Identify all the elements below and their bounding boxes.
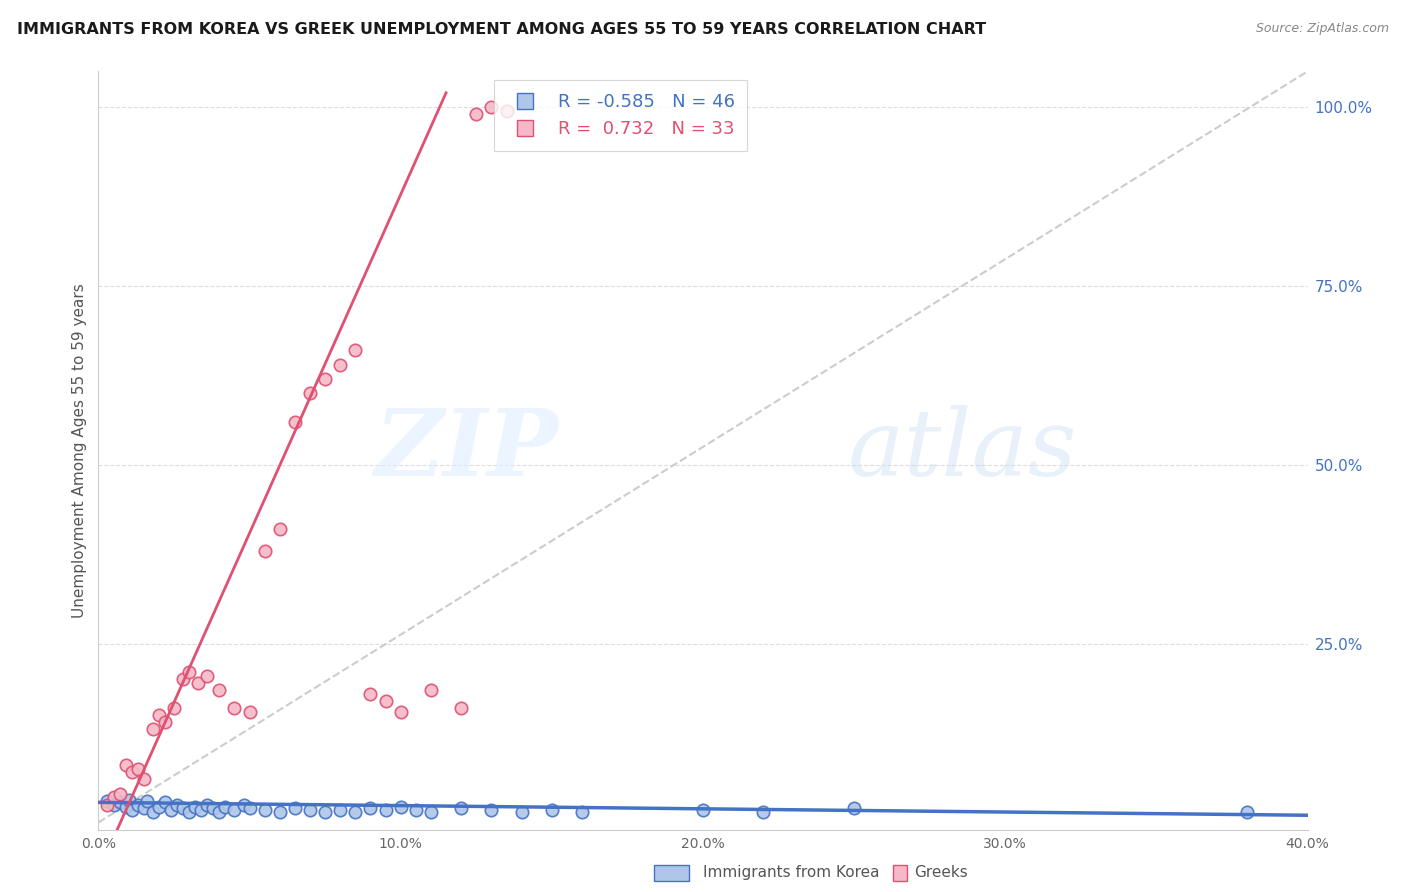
Point	[208, 683, 231, 698]
Point	[214, 799, 236, 814]
Point	[253, 803, 276, 817]
Point	[239, 801, 262, 815]
Point	[269, 805, 291, 819]
Point	[224, 803, 246, 817]
Point	[127, 797, 149, 812]
Point	[1236, 805, 1258, 819]
Point	[329, 358, 352, 372]
Point	[344, 343, 367, 358]
Text: Greeks: Greeks	[914, 865, 967, 880]
Point	[103, 797, 125, 812]
Point	[108, 787, 131, 801]
Point	[127, 762, 149, 776]
Point	[374, 694, 396, 708]
Point	[344, 805, 367, 819]
Y-axis label: Unemployment Among Ages 55 to 59 years: Unemployment Among Ages 55 to 59 years	[72, 283, 87, 618]
Point	[420, 683, 443, 698]
Point	[389, 799, 412, 814]
Point	[96, 794, 118, 808]
Point	[269, 522, 291, 536]
Text: atlas: atlas	[848, 406, 1077, 495]
Point	[844, 801, 866, 815]
Point	[195, 797, 218, 812]
Point	[148, 708, 170, 723]
Text: IMMIGRANTS FROM KOREA VS GREEK UNEMPLOYMENT AMONG AGES 55 TO 59 YEARS CORRELATIO: IMMIGRANTS FROM KOREA VS GREEK UNEMPLOYM…	[17, 22, 986, 37]
Text: ZIP: ZIP	[374, 406, 558, 495]
Point	[481, 803, 503, 817]
Point	[420, 805, 443, 819]
Point	[752, 805, 775, 819]
Point	[232, 797, 254, 812]
Point	[179, 805, 201, 819]
Point	[481, 100, 503, 114]
Point	[389, 705, 412, 719]
Point	[153, 715, 176, 730]
Point	[299, 803, 322, 817]
Point	[135, 794, 157, 808]
Point	[299, 386, 322, 401]
Point	[195, 669, 218, 683]
Point	[314, 372, 336, 386]
Point	[142, 805, 165, 819]
Point	[114, 799, 136, 814]
Point	[121, 803, 143, 817]
Text: Immigrants from Korea: Immigrants from Korea	[703, 865, 880, 880]
Point	[540, 803, 562, 817]
Point	[121, 765, 143, 780]
Point	[450, 701, 472, 715]
Point	[450, 801, 472, 815]
Point	[465, 107, 488, 121]
Point	[510, 805, 533, 819]
Point	[314, 805, 336, 819]
Point	[329, 803, 352, 817]
Point	[284, 415, 307, 429]
Point	[495, 103, 517, 118]
Legend: R = -0.585   N = 46, R =  0.732   N = 33: R = -0.585 N = 46, R = 0.732 N = 33	[495, 80, 747, 151]
Point	[96, 797, 118, 812]
Point	[103, 790, 125, 805]
Point	[148, 799, 170, 814]
Point	[187, 676, 209, 690]
Point	[405, 803, 427, 817]
Point	[208, 805, 231, 819]
Point	[360, 687, 382, 701]
Text: Source: ZipAtlas.com: Source: ZipAtlas.com	[1256, 22, 1389, 36]
Point	[374, 803, 396, 817]
Point	[179, 665, 201, 680]
Point	[253, 543, 276, 558]
Point	[239, 705, 262, 719]
Point	[172, 801, 194, 815]
Point	[224, 701, 246, 715]
Point	[163, 701, 186, 715]
Point	[142, 723, 165, 737]
Point	[571, 805, 593, 819]
Point	[108, 796, 131, 810]
Point	[284, 801, 307, 815]
Point	[132, 801, 155, 815]
Point	[172, 673, 194, 687]
Point	[118, 792, 141, 806]
Point	[360, 801, 382, 815]
Point	[202, 801, 225, 815]
Point	[153, 796, 176, 810]
Point	[166, 797, 188, 812]
Point	[132, 772, 155, 787]
Point	[184, 799, 207, 814]
Point	[160, 803, 183, 817]
Point	[114, 758, 136, 772]
Point	[692, 803, 714, 817]
Point	[190, 803, 212, 817]
